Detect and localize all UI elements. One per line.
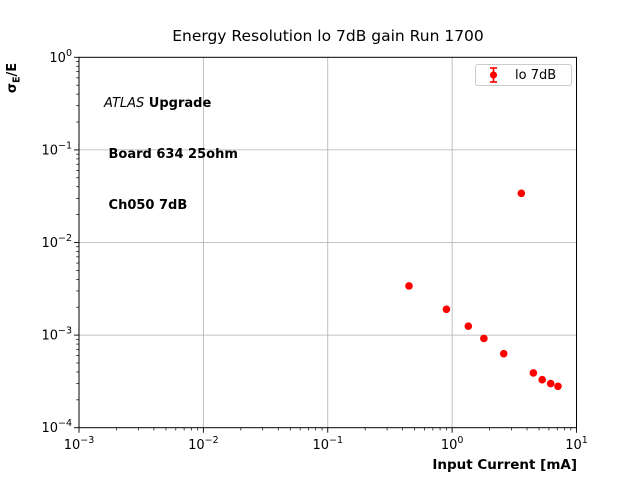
data-point	[554, 382, 562, 391]
x-tick-label: 10−3	[64, 435, 95, 453]
x-tick-label: 100	[441, 435, 464, 453]
y-axis-label-rest: /E	[5, 62, 20, 77]
x-tick-label: 10−2	[188, 435, 219, 453]
x-tick-label: 101	[565, 435, 588, 453]
chart-title: Energy Resolution lo 7dB gain Run 1700	[172, 27, 484, 45]
y-tick-label: 10−2	[41, 233, 72, 251]
annotation-line-2: Board 634 25ohm	[104, 147, 238, 162]
legend-entry-label: lo 7dB	[515, 67, 557, 83]
x-tick-label: 10−1	[312, 435, 343, 453]
y-axis-label-subscript: E	[11, 76, 23, 84]
errorbar-marker-icon	[489, 67, 498, 83]
data-point	[442, 305, 451, 314]
legend: lo 7dB	[475, 64, 572, 86]
x-axis-label: Input Current [mA]	[432, 457, 577, 473]
y-tick-label: 10−1	[41, 140, 72, 158]
data-point	[529, 369, 538, 377]
data-point	[538, 375, 547, 384]
y-tick-label: 100	[49, 48, 72, 66]
data-point	[499, 349, 508, 358]
y-axis-label: σE/E	[5, 52, 23, 104]
y-axis-label-sigma: σ	[5, 83, 20, 94]
annotation-text: ATLAS Upgrade Board 634 25ohm Ch050 7dB	[104, 61, 238, 248]
annotation-line-1: ATLAS Upgrade	[104, 95, 238, 112]
data-point	[517, 189, 526, 198]
y-tick-label: 10−4	[41, 418, 72, 436]
data-point	[405, 282, 413, 290]
annotation-atlas: ATLAS	[104, 96, 145, 111]
y-tick-label: 10−3	[41, 326, 72, 344]
data-point	[546, 379, 555, 388]
data-point	[464, 322, 473, 330]
data-point	[480, 334, 488, 343]
annotation-upgrade: Upgrade	[144, 96, 212, 111]
annotation-line-3: Ch050 7dB	[104, 198, 188, 213]
